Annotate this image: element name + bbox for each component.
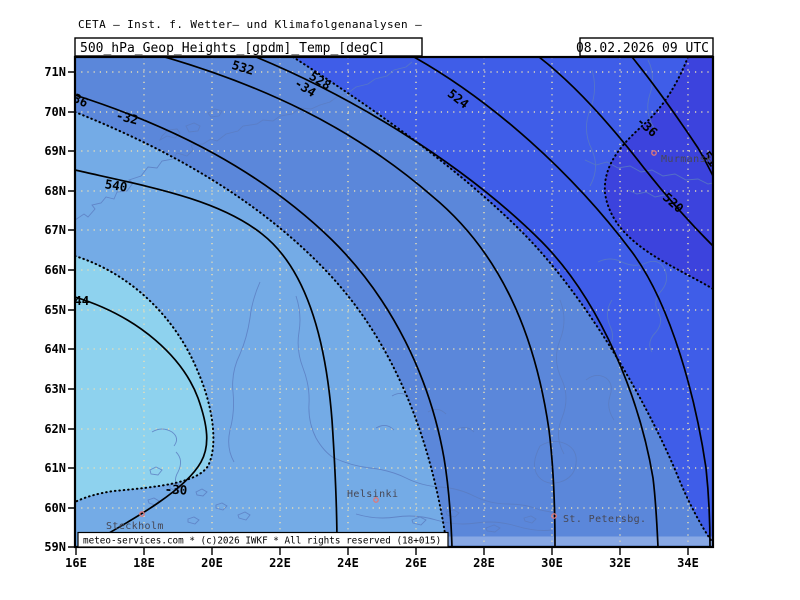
lon-label: 16E (65, 556, 87, 570)
lat-label: 65N (44, 303, 66, 317)
lat-label: 66N (44, 263, 66, 277)
height-contour-528 (255, 57, 659, 547)
st-petersburg-marker (551, 513, 557, 519)
height-contours (75, 57, 713, 547)
latitude-axis: 71N 70N 69N 68N 67N 66N 65N 64N 63N 62N … (44, 65, 66, 554)
temp-contour-minus36 (603, 57, 713, 290)
lat-label: 71N (44, 65, 66, 79)
lon-label: 32E (609, 556, 631, 570)
lat-label: 59N (44, 540, 66, 554)
temp-contour-minus32 (75, 111, 448, 547)
murmansk-label: Murmansk (661, 154, 712, 165)
height-contour-520 (538, 57, 713, 247)
longitude-axis: 16E 18E 20E 22E 24E 26E 28E 30E 32E 34E (65, 556, 699, 570)
lat-label: 64N (44, 342, 66, 356)
height-contour-544 (75, 296, 208, 547)
lat-label: 68N (44, 184, 66, 198)
bottom-warm-strip (447, 536, 713, 546)
band-warmest-fill (75, 256, 214, 502)
lon-label: 20E (201, 556, 223, 570)
lat-label: 60N (44, 501, 66, 515)
page-title: CETA — Inst. f. Wetter— und Klimafolgena… (78, 18, 422, 31)
helsinki-label: Helsinki (347, 489, 398, 500)
contour-label-minus30: -30 (164, 481, 187, 497)
lon-label: 24E (337, 556, 359, 570)
height-contour-540 (75, 169, 338, 547)
product-label: 500_hPa_Geop_Heights_[gpdm]_Temp_[degC] (80, 41, 385, 56)
cities: Murmansk Helsinki Steckholm St. Petersbg… (106, 150, 712, 532)
datetime-box: 08.02.2026 09 UTC (576, 37, 714, 57)
height-contour-516 (631, 57, 713, 177)
height-contour-524 (413, 57, 711, 547)
lon-label: 30E (541, 556, 563, 570)
axis-ticks (68, 71, 689, 555)
lat-label: 67N (44, 223, 66, 237)
temp-contour-minus34 (292, 57, 713, 544)
lat-label: 70N (44, 105, 66, 119)
band-coldest-fill (604, 57, 713, 289)
product-box: 500_hPa_Geop_Heights_[gpdm]_Temp_[degC] (74, 37, 423, 57)
lon-label: 18E (133, 556, 155, 570)
stockholm-marker (139, 511, 145, 517)
stockholm-label: Steckholm (106, 521, 164, 532)
valid-datetime: 08.02.2026 09 UTC (576, 41, 709, 56)
copyright-box: meteo-services.com * (c)2026 IWKF * All … (77, 531, 449, 548)
height-contour-532 (164, 57, 556, 547)
datetime-box-frame (579, 37, 714, 57)
lon-label: 26E (405, 556, 427, 570)
murmansk-marker (651, 150, 657, 156)
lat-label: 61N (44, 461, 66, 475)
temperature-contours (75, 57, 713, 547)
lon-label: 34E (677, 556, 699, 570)
lon-label: 28E (473, 556, 495, 570)
copyright-text: meteo-services.com * (c)2026 IWKF * All … (83, 536, 441, 547)
copyright-box-frame (77, 531, 449, 548)
lat-label: 62N (44, 422, 66, 436)
lon-label: 22E (269, 556, 291, 570)
height-contour-536 (75, 94, 453, 547)
contour-label-540: 540 (104, 176, 129, 194)
product-box-frame (74, 37, 423, 57)
lat-label: 63N (44, 382, 66, 396)
helsinki-marker (373, 497, 379, 503)
st-petersburg-label: St. Petersbg. (563, 514, 646, 525)
coastlines (75, 59, 713, 533)
lat-label: 69N (44, 144, 66, 158)
temperature-bands (75, 57, 713, 547)
contour-label-532: 532 (230, 57, 256, 78)
contour-label-544: 544 (67, 293, 90, 308)
contour-label-minus32: -32 (114, 108, 140, 128)
